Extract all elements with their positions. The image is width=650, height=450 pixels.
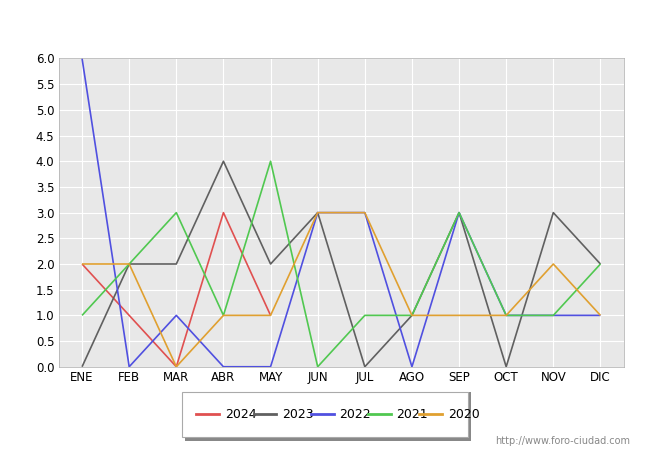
Text: Matriculaciones de Vehiculos en Chucena: Matriculaciones de Vehiculos en Chucena [138, 16, 512, 34]
Text: 2022: 2022 [339, 408, 371, 420]
Text: 2021: 2021 [396, 408, 428, 420]
Text: http://www.foro-ciudad.com: http://www.foro-ciudad.com [495, 436, 630, 446]
Text: 2020: 2020 [448, 408, 480, 420]
FancyBboxPatch shape [182, 392, 468, 436]
FancyBboxPatch shape [185, 392, 471, 441]
Text: 2024: 2024 [225, 408, 257, 420]
Text: 2023: 2023 [282, 408, 314, 420]
